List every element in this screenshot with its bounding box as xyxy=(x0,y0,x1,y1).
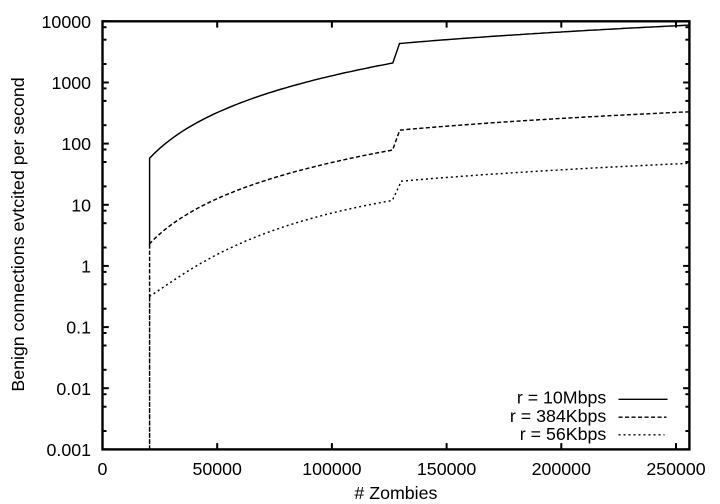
svg-text:0.001: 0.001 xyxy=(47,440,92,460)
svg-text:10000: 10000 xyxy=(42,12,92,32)
svg-text:0.1: 0.1 xyxy=(66,318,91,338)
svg-text:250000: 250000 xyxy=(646,459,705,479)
svg-text:r = 384Kbps: r = 384Kbps xyxy=(510,406,606,426)
svg-text:r = 56Kbps: r = 56Kbps xyxy=(520,424,607,444)
svg-text:1000: 1000 xyxy=(51,73,91,93)
svg-text:150000: 150000 xyxy=(417,459,476,479)
svg-text:0.01: 0.01 xyxy=(56,379,91,399)
svg-text:200000: 200000 xyxy=(532,459,591,479)
svg-text:r = 10Mbps: r = 10Mbps xyxy=(517,387,607,407)
svg-text:50000: 50000 xyxy=(192,459,242,479)
svg-text:10: 10 xyxy=(71,195,91,215)
svg-text:Benign connections evtcited pe: Benign connections evtcited per second xyxy=(8,77,28,391)
svg-text:100: 100 xyxy=(61,134,91,154)
svg-text:1: 1 xyxy=(81,257,91,277)
svg-text:# Zombies: # Zombies xyxy=(354,483,437,503)
svg-text:100000: 100000 xyxy=(302,459,361,479)
svg-text:0: 0 xyxy=(98,459,108,479)
